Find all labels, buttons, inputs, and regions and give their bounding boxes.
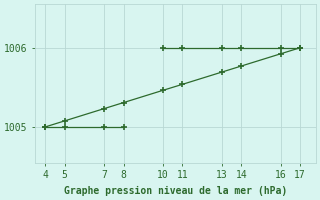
X-axis label: Graphe pression niveau de la mer (hPa): Graphe pression niveau de la mer (hPa)	[64, 186, 287, 196]
